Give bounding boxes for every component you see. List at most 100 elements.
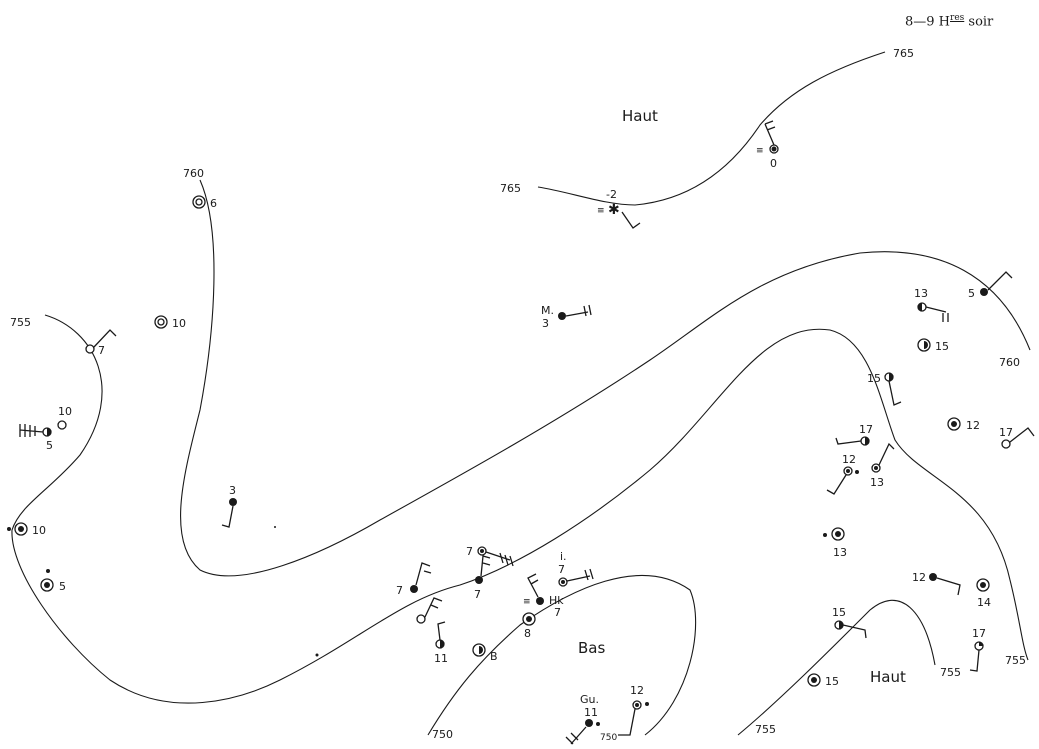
isobar-750	[427, 575, 697, 736]
station-value: 15	[935, 340, 949, 353]
wind-flag	[93, 329, 117, 348]
station-name: i.	[560, 550, 567, 563]
station: 15	[807, 673, 839, 688]
wind-flag	[888, 380, 902, 406]
station: 8	[522, 612, 536, 640]
wind-flag	[987, 271, 1013, 291]
station-value: 13	[870, 476, 884, 489]
wind-flag	[878, 442, 895, 466]
wind-flag	[565, 304, 592, 317]
map-dot	[274, 526, 276, 528]
wind-flag	[19, 424, 44, 437]
station: 13	[870, 442, 895, 489]
station-value: 12	[842, 453, 856, 466]
station-value: 12	[966, 419, 980, 432]
wind-flag	[415, 562, 432, 586]
station: ≡ 0	[756, 120, 779, 170]
station: 14	[976, 578, 991, 609]
wind-flag	[565, 726, 587, 745]
wind-flag	[221, 505, 234, 528]
station-value: 3	[542, 317, 549, 330]
isobar-labels: 765 765 760 760 755 755 755 755 750 750	[10, 47, 1026, 743]
isobar-label: 760	[999, 356, 1020, 369]
station: 11	[416, 597, 448, 665]
station: 12	[826, 453, 859, 495]
region-label-high: Haut	[870, 668, 906, 686]
station-value: 5	[59, 580, 66, 593]
isobar-label: 760	[183, 167, 204, 180]
wind-flag	[969, 649, 980, 672]
snow-icon: ✱	[608, 202, 620, 218]
cloud-cover-icon	[416, 614, 426, 624]
wind-flag	[437, 621, 446, 641]
isobar-755-south	[737, 599, 936, 736]
station-name: B	[490, 650, 498, 663]
station-value: 17	[859, 423, 873, 436]
wind-flag	[936, 577, 961, 596]
cloud-cover-icon	[475, 576, 483, 584]
rain-icon	[596, 722, 600, 726]
isobar-label: 765	[500, 182, 521, 195]
wind-flag	[925, 306, 949, 322]
station-value: 13	[833, 546, 847, 559]
wind-flag	[842, 624, 867, 639]
cloud-cover-icon	[585, 719, 593, 727]
station-value: 10	[32, 524, 46, 537]
cloud-cover-icon	[536, 597, 544, 605]
station-value: 11	[584, 706, 598, 719]
station-value: 15	[867, 372, 881, 385]
station-value: 15	[832, 606, 846, 619]
station-value: 10	[58, 405, 72, 418]
station-value: 0	[770, 157, 777, 170]
station: 12	[618, 684, 649, 736]
region-label-high: Haut	[622, 107, 658, 125]
station-value: 7	[554, 606, 561, 619]
station-value: 17	[999, 426, 1013, 439]
region-label-low: Bas	[578, 639, 605, 657]
isobar-765	[537, 51, 886, 206]
station: 10	[7, 522, 46, 537]
station-value: 12	[912, 571, 926, 584]
station: 7	[474, 555, 491, 601]
station-value: 7	[558, 563, 565, 576]
station-value: 11	[434, 652, 448, 665]
station: 12	[912, 571, 961, 596]
rain-icon	[645, 702, 649, 706]
station-value: 8	[524, 627, 531, 640]
station-name: M.	[541, 304, 554, 317]
isobar-755-main	[11, 314, 1029, 704]
station: 10	[154, 315, 186, 330]
stations: -2 ✱ ≡ ≡ 0 6 10 7	[7, 120, 1035, 745]
station-value: 13	[914, 287, 928, 300]
station-name: Gu.	[580, 693, 599, 706]
station: 15	[867, 372, 902, 406]
station: Gu. 11	[565, 693, 600, 745]
station-value: 12	[630, 684, 644, 697]
cloud-cover-icon	[410, 585, 418, 593]
station-value: 7	[396, 584, 403, 597]
wind-flag	[1009, 427, 1035, 443]
station-value: 7	[474, 588, 481, 601]
time-suffix: res	[950, 13, 965, 23]
station-name: Hk	[549, 594, 564, 607]
fog-icon: ≡	[756, 146, 764, 156]
station: 10 5	[19, 405, 72, 452]
isobar-label: 755	[10, 316, 31, 329]
cloud-cover-icon	[57, 420, 67, 430]
station: 13	[914, 287, 949, 322]
fog-icon: ≡	[597, 206, 605, 216]
pressure-regions: Haut Bas Haut	[578, 107, 906, 686]
station: 17	[999, 426, 1035, 449]
wind-flag	[826, 474, 847, 495]
rain-icon	[823, 533, 827, 537]
rain-icon	[46, 569, 50, 573]
wind-flag	[618, 708, 636, 736]
station: 6	[192, 195, 217, 210]
station-value: 17	[972, 627, 986, 640]
station: 7	[85, 329, 117, 357]
station-value: 5	[46, 439, 53, 452]
wind-flag	[480, 555, 491, 577]
rain-icon	[7, 527, 11, 531]
isobar-label: 750	[600, 733, 617, 743]
